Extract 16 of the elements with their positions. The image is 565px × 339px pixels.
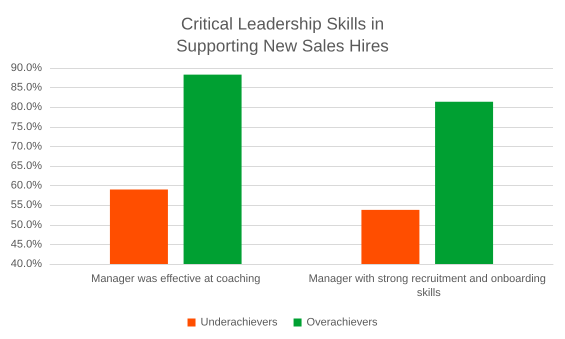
- y-tick-label: 85.0%: [10, 82, 42, 94]
- y-tick-label: 60.0%: [10, 180, 42, 192]
- y-tick-label: 50.0%: [10, 218, 42, 231]
- y-tick-label: 45.0%: [10, 238, 42, 250]
- y-tick-label: 65.0%: [10, 160, 42, 172]
- y-tick-label: 80.0%: [10, 101, 42, 114]
- y-tick-label: 40.0%: [10, 258, 42, 270]
- chart-title: Critical Leadership Skills in Supporting New Sales Hires: [176, 14, 389, 56]
- y-tick-label: 90.0%: [10, 62, 42, 74]
- y-tick-label: 55.0%: [10, 199, 42, 212]
- legend-label: Underachievers: [200, 316, 278, 328]
- x-tick-label: Manager was effective at coaching: [91, 273, 260, 285]
- y-tick-label: 75.0%: [10, 120, 42, 133]
- legend-label: Overachievers: [306, 316, 378, 328]
- y-tick-label: 70.0%: [10, 140, 42, 152]
- x-tick-label: Manager with strong recruitment and onboarding skills: [308, 273, 546, 299]
